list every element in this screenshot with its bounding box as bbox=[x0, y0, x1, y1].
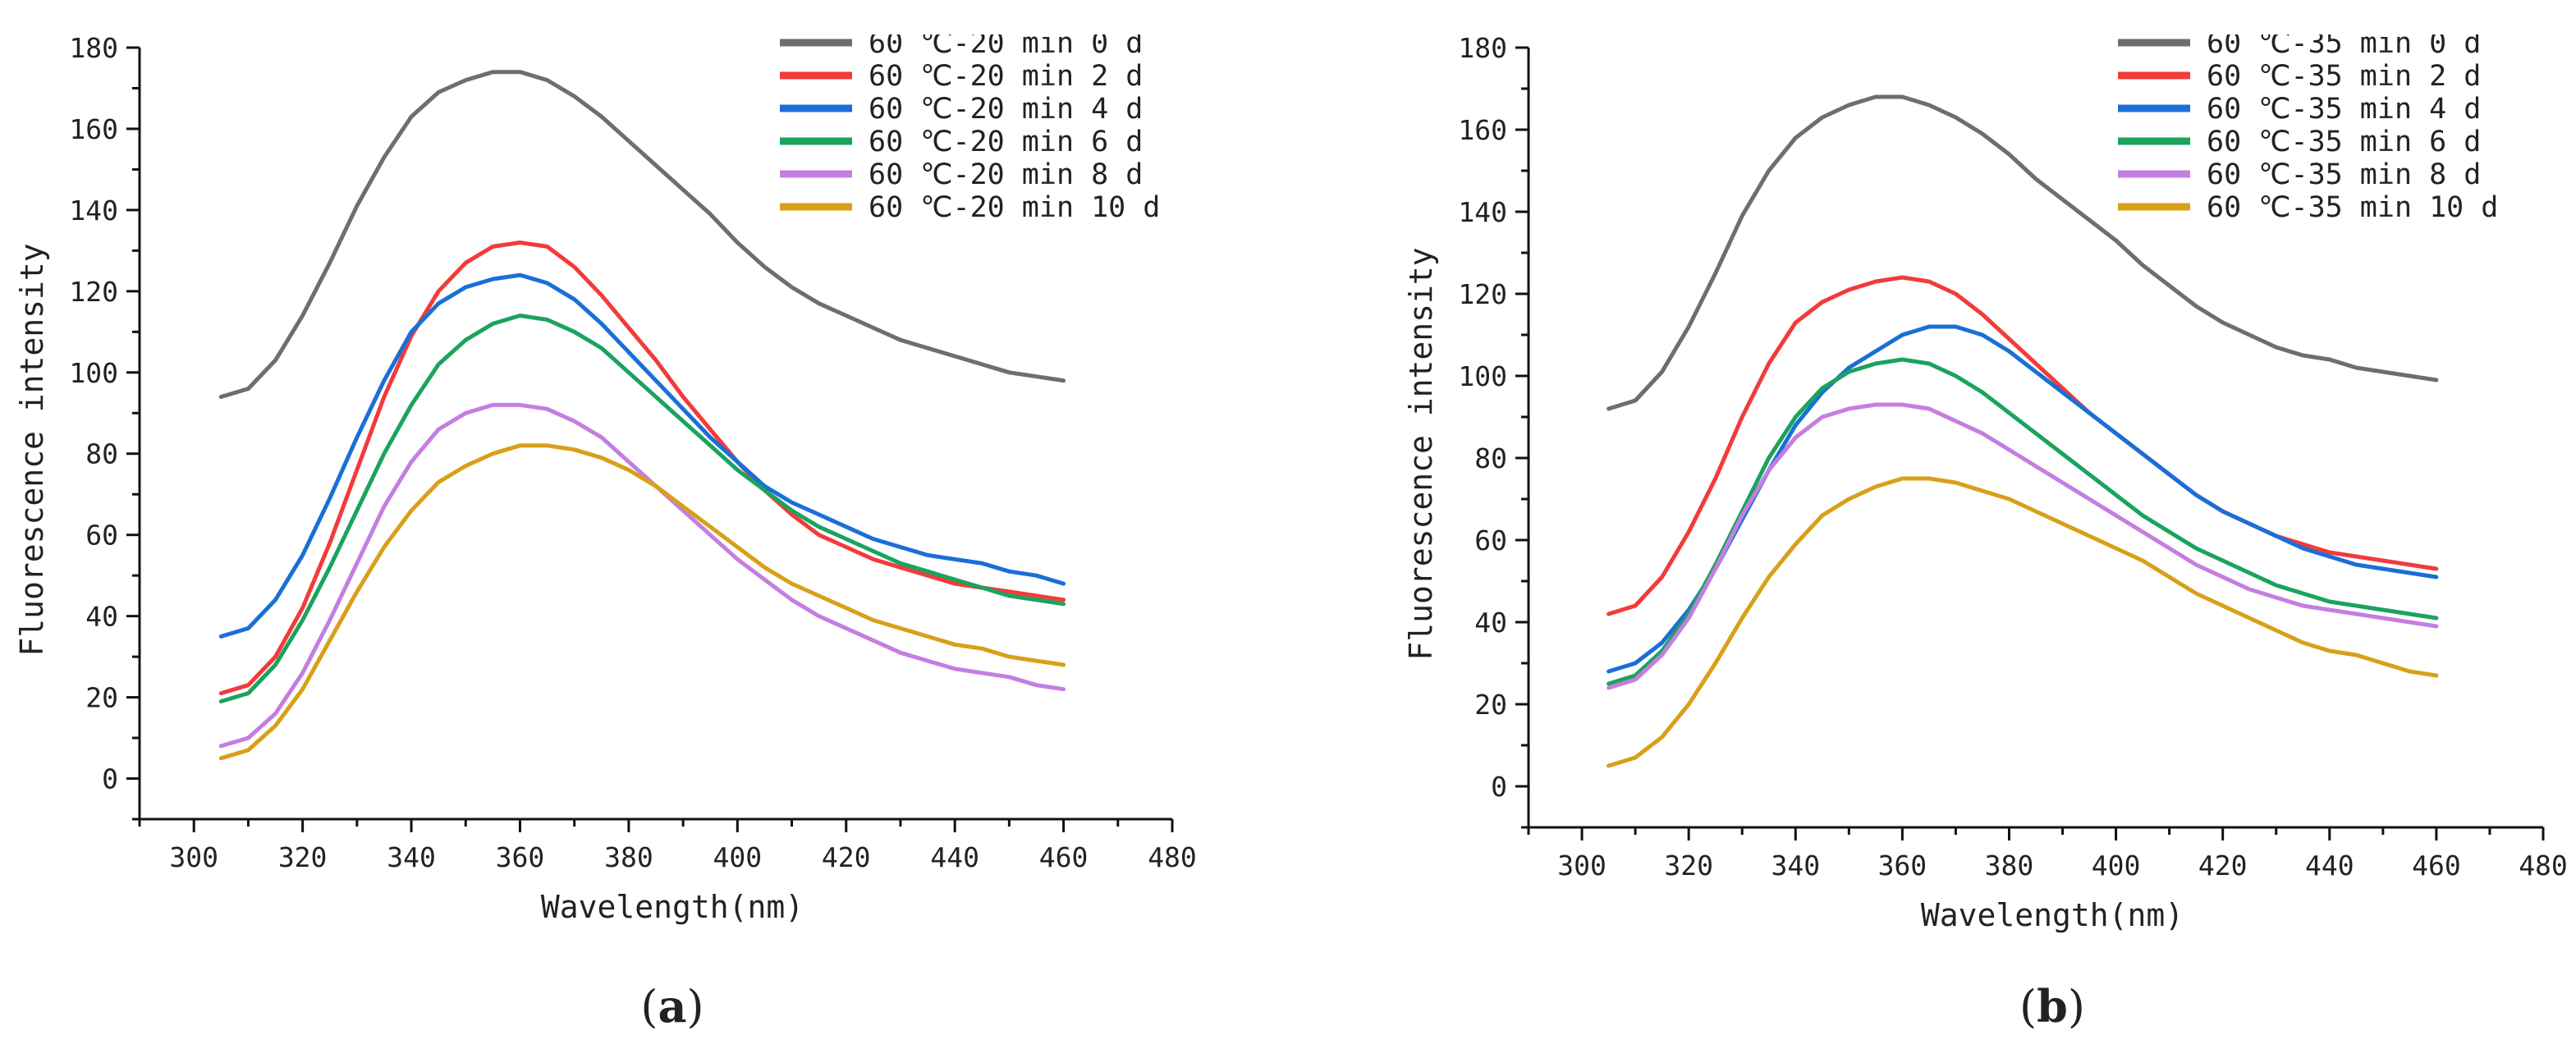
chart-panel-a: 300 320 340 360 380 400 420 440 460 480 0 20 40 60 80… bbox=[14, 27, 1197, 1033]
legend-items-a: 60 ℃-20 min 0 d60 ℃-20 min 2 d60 ℃-20 mi… bbox=[780, 27, 1160, 224]
legend-b: 60 ℃-35 min 0 d60 ℃-35 min 2 d60 ℃-35 mi… bbox=[2118, 27, 2498, 224]
series-line-b-0 bbox=[1607, 94, 2439, 411]
x-tick-label: 460 bbox=[2412, 850, 2461, 882]
legend-label: 60 ℃-35 min 4 d bbox=[2207, 93, 2481, 126]
series-line-a-0 bbox=[218, 70, 1066, 399]
legend-label: 60 ℃-35 min 6 d bbox=[2207, 126, 2481, 158]
series-line-a-1 bbox=[218, 240, 1066, 696]
x-tick-labels-a: 300 320 340 360 380 400 420 440 460 480 bbox=[169, 841, 1196, 873]
y-tick-label: 100 bbox=[1458, 360, 1507, 392]
y-axis-title-a: Fluorescence intensity bbox=[14, 243, 50, 656]
legend-label: 60 ℃-20 min 4 d bbox=[869, 93, 1143, 126]
y-tick-label: 20 bbox=[1474, 689, 1507, 721]
x-tick-label: 300 bbox=[1557, 850, 1607, 882]
y-tick-label: 40 bbox=[1474, 607, 1507, 639]
legend-label: 60 ℃-35 min 2 d bbox=[2207, 60, 2481, 93]
y-tick-label: 160 bbox=[1458, 114, 1507, 146]
y-tick-label: 60 bbox=[1474, 524, 1507, 556]
legend-label: 60 ℃-20 min 6 d bbox=[869, 126, 1143, 158]
x-tick-label: 380 bbox=[604, 841, 653, 873]
y-tick-label: 180 bbox=[69, 32, 118, 64]
legend-label: 60 ℃-20 min 0 d bbox=[869, 27, 1143, 60]
y-tick-label: 80 bbox=[85, 438, 118, 470]
x-tick-label: 420 bbox=[2198, 850, 2248, 882]
x-tick-label: 420 bbox=[822, 841, 871, 873]
legend-label: 60 ℃-20 min 8 d bbox=[869, 158, 1143, 191]
series-line-b-2 bbox=[1607, 324, 2439, 674]
x-tick-label: 360 bbox=[496, 841, 545, 873]
y-tick-label: 140 bbox=[1458, 196, 1507, 228]
y-tick-label: 120 bbox=[69, 276, 118, 308]
y-tick-label: 180 bbox=[1458, 32, 1507, 64]
series-line-a-5 bbox=[218, 443, 1066, 761]
x-tick-label: 460 bbox=[1039, 841, 1089, 873]
y-tick-label: 80 bbox=[1474, 442, 1507, 474]
y-tick-label: 40 bbox=[85, 601, 118, 633]
x-tick-label: 480 bbox=[2519, 850, 2568, 882]
series-line-a-4 bbox=[218, 402, 1066, 749]
legend-label: 60 ℃-20 min 2 d bbox=[869, 60, 1143, 93]
y-tick-labels-b: 0 20 40 60 80 100 120 140 160 180 bbox=[1458, 32, 1507, 803]
panel-label-a: (a) bbox=[640, 980, 704, 1033]
legend-label: 60 ℃-35 min 8 d bbox=[2207, 158, 2481, 191]
series-line-b-1 bbox=[1607, 275, 2439, 616]
x-axis-title-b: Wavelength(nm) bbox=[1921, 897, 2184, 933]
series-line-b-4 bbox=[1607, 402, 2439, 690]
axis-ticks-b bbox=[1515, 46, 2545, 840]
series-lines-b bbox=[1607, 94, 2439, 768]
axis-ticks-a bbox=[126, 46, 1174, 832]
x-tick-label: 340 bbox=[387, 841, 436, 873]
series-lines-a bbox=[218, 70, 1066, 761]
panel-letter-a: a bbox=[658, 980, 687, 1033]
y-tick-label: 100 bbox=[69, 357, 118, 389]
y-tick-label: 0 bbox=[1491, 771, 1507, 803]
y-tick-label: 60 bbox=[85, 520, 118, 552]
y-tick-label: 120 bbox=[1458, 278, 1507, 310]
x-tick-label: 400 bbox=[713, 841, 763, 873]
x-tick-labels-b: 300 320 340 360 380 400 420 440 460 480 bbox=[1557, 850, 2568, 882]
legend-label: 60 ℃-20 min 10 d bbox=[869, 191, 1160, 224]
y-tick-label: 0 bbox=[102, 763, 118, 795]
series-line-a-3 bbox=[218, 314, 1066, 703]
x-tick-label: 380 bbox=[1985, 850, 2034, 882]
x-tick-label: 440 bbox=[2305, 850, 2354, 882]
x-tick-label: 300 bbox=[169, 841, 218, 873]
x-tick-label: 440 bbox=[930, 841, 979, 873]
panel-label-b: (b) bbox=[2019, 980, 2085, 1033]
y-tick-label: 140 bbox=[69, 195, 118, 227]
legend-label: 60 ℃-35 min 0 d bbox=[2207, 27, 2481, 60]
y-tick-labels-a: 0 20 40 60 80 100 120 140 160 180 bbox=[69, 32, 118, 795]
chart-panel-b: 300 320 340 360 380 400 420 440 460 480 0 20 40 60 80… bbox=[1403, 27, 2568, 1033]
legend-label: 60 ℃-35 min 10 d bbox=[2207, 191, 2498, 224]
panel-letter-b: b bbox=[2037, 980, 2068, 1033]
series-line-b-5 bbox=[1607, 476, 2439, 768]
x-tick-label: 480 bbox=[1148, 841, 1197, 873]
x-tick-label: 320 bbox=[278, 841, 328, 873]
series-line-b-3 bbox=[1607, 357, 2439, 686]
legend-a: 60 ℃-20 min 0 d60 ℃-20 min 2 d60 ℃-20 mi… bbox=[780, 27, 1160, 224]
x-tick-label: 400 bbox=[2092, 850, 2141, 882]
x-axis-title-a: Wavelength(nm) bbox=[541, 889, 804, 925]
y-tick-label: 160 bbox=[69, 113, 118, 145]
x-tick-label: 320 bbox=[1664, 850, 1713, 882]
x-tick-label: 340 bbox=[1771, 850, 1820, 882]
y-tick-label: 20 bbox=[85, 682, 118, 714]
legend-items-b: 60 ℃-35 min 0 d60 ℃-35 min 2 d60 ℃-35 mi… bbox=[2118, 27, 2498, 224]
x-tick-label: 360 bbox=[1878, 850, 1927, 882]
series-line-a-2 bbox=[218, 273, 1066, 639]
y-axis-title-b: Fluorescence intensity bbox=[1403, 247, 1439, 660]
